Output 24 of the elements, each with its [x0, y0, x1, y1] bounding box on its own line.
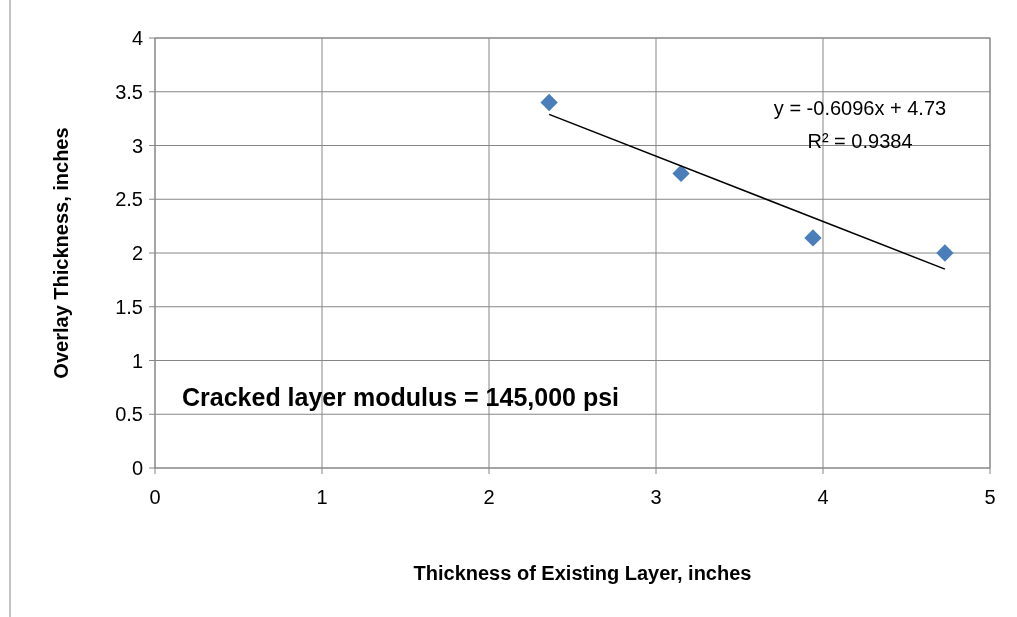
y-tick-label: 3 [131, 134, 143, 157]
y-tick-label: 0 [131, 457, 143, 479]
y-axis-title: Overlay Thickness, inches [50, 127, 72, 379]
x-tick-label: 4 [817, 486, 829, 508]
point [540, 93, 558, 112]
annotation: y = -0.6096x + 4.73 [773, 97, 947, 119]
x-tick-label: 1 [316, 486, 328, 508]
annotation: R² = 0.9384 [807, 130, 913, 152]
point [672, 164, 690, 183]
y-tick-label: 1.5 [115, 295, 143, 318]
point [936, 244, 954, 262]
y-tick-label: 0.5 [115, 403, 143, 426]
x-tick-label: 3 [650, 486, 662, 508]
y-tick-label: 4 [131, 27, 143, 49]
y-tick-label: 1 [131, 349, 143, 372]
x-tick-label: 0 [149, 486, 161, 508]
annotation: Cracked layer modulus = 145,000 psi [182, 383, 620, 411]
y-tick-label: 2.5 [115, 188, 143, 211]
y-tick-label: 2 [131, 242, 143, 264]
x-tick-label: 5 [984, 486, 996, 508]
x-tick-label: 2 [483, 486, 495, 508]
y-tick-label: 3.5 [115, 80, 143, 103]
point [804, 229, 822, 247]
x-axis-title: Thickness of Existing Layer, inches [413, 562, 752, 584]
